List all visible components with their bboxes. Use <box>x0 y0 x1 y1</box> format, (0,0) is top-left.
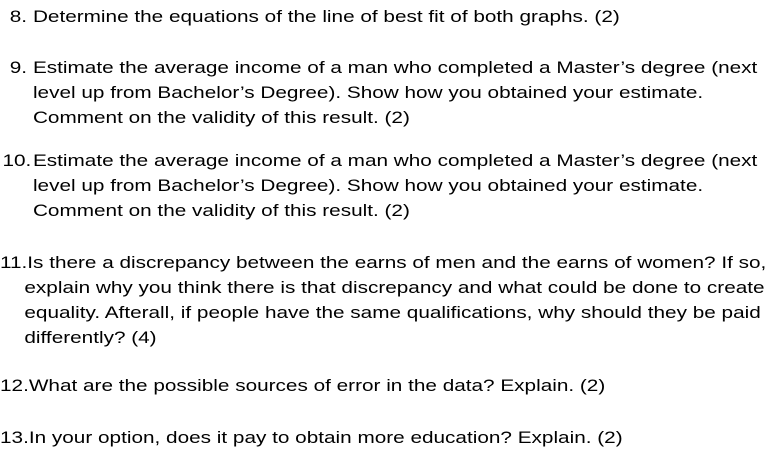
question-9-number: 9. <box>9 58 28 77</box>
question-10-number: 10. <box>2 151 32 170</box>
question-8: 8. Determine the equations of the line o… <box>0 4 778 29</box>
question-11: 11.Is there a discrepancy between the ea… <box>0 250 778 350</box>
question-13-line-1-text: In your option, does it pay to obtain mo… <box>28 428 623 447</box>
question-8-line-1: Determine the equations of the line of b… <box>32 7 620 26</box>
question-13-number: 13. <box>0 428 29 447</box>
question-9: 9. Estimate the average income of a man … <box>0 55 778 130</box>
question-9-line-1: Estimate the average income of a man who… <box>32 58 758 77</box>
question-11-line-1-text: Is there a discrepancy between the earns… <box>27 253 767 272</box>
question-9-line-2: level up from Bachelor’s Degree). Show h… <box>32 83 704 102</box>
question-11-line-4: differently? (4) <box>24 328 157 347</box>
question-9-line-3: Comment on the validity of this result. … <box>32 108 410 127</box>
worksheet-content: 8. Determine the equations of the line o… <box>0 4 778 450</box>
question-10: 10. Estimate the average income of a man… <box>0 148 778 223</box>
question-10-line-1: Estimate the average income of a man who… <box>32 151 758 170</box>
question-11-number: 11. <box>0 253 28 272</box>
question-12-line-1: 12.What are the possible sources of erro… <box>0 373 778 398</box>
question-10-line-2: level up from Bachelor’s Degree). Show h… <box>32 176 704 195</box>
question-12-number: 12. <box>0 376 29 395</box>
question-13-line-1: 13.In your option, does it pay to obtain… <box>0 425 778 450</box>
question-10-line-3: Comment on the validity of this result. … <box>32 201 410 220</box>
question-11-line-1: 11.Is there a discrepancy between the ea… <box>0 250 778 275</box>
question-13: 13.In your option, does it pay to obtain… <box>0 425 778 450</box>
question-8-number: 8. <box>9 7 28 26</box>
question-11-line-3: equality. Afterall, if people have the s… <box>24 303 761 322</box>
question-12: 12.What are the possible sources of erro… <box>0 373 778 398</box>
question-12-line-1-text: What are the possible sources of error i… <box>28 376 606 395</box>
question-11-line-2: explain why you think there is that disc… <box>24 278 765 297</box>
